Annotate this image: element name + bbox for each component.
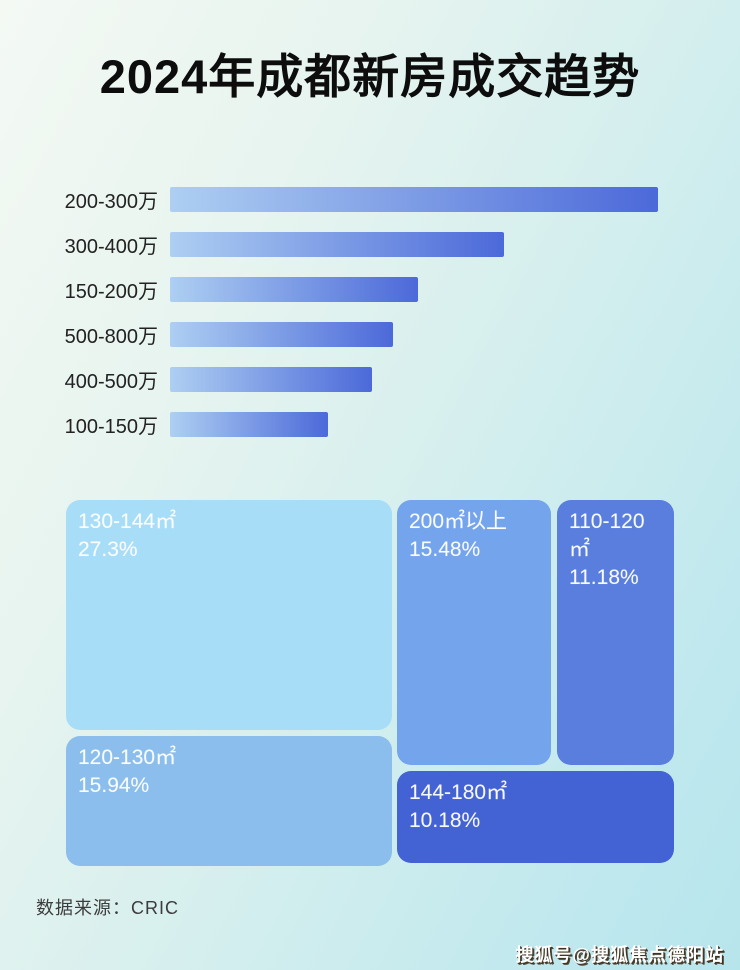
- watermark-label: 搜狐号@搜狐焦点德阳站: [515, 945, 724, 965]
- bar-fill: [170, 322, 394, 347]
- tile-label: 130-144㎡: [78, 510, 177, 533]
- bar-track: [170, 187, 658, 212]
- tile-value: 27.3%: [78, 538, 138, 561]
- bar-track: [170, 367, 658, 392]
- bar-label: 200-300万: [64, 191, 158, 213]
- bar-track: [170, 232, 658, 257]
- page-title: 2024年成都新房成交趋势: [99, 50, 641, 103]
- bar-track: [170, 322, 658, 347]
- treemap-tile-120-130: 120-130㎡ 15.94%: [66, 736, 392, 866]
- bar-fill: [170, 367, 373, 392]
- tile-label: 110-120㎡: [569, 510, 645, 561]
- treemap-tile-130-144: 130-144㎡ 27.3%: [66, 500, 392, 730]
- bar-row: 400-500万: [0, 357, 740, 402]
- bar-fill: [170, 232, 504, 257]
- bar-label: 500-800万: [64, 326, 158, 348]
- bar-row: 200-300万: [0, 177, 740, 222]
- bar-row: 500-800万: [0, 312, 740, 357]
- tile-value: 15.48%: [409, 538, 481, 561]
- bar-row: 300-400万: [0, 222, 740, 267]
- bar-label: 300-400万: [64, 236, 158, 258]
- tile-value: 10.18%: [409, 809, 481, 832]
- bar-label: 150-200万: [64, 281, 158, 303]
- bar-label: 100-150万: [64, 416, 158, 438]
- tile-label: 144-180㎡: [409, 781, 508, 804]
- treemap-tile-110-120: 110-120㎡ 11.18%: [557, 500, 674, 765]
- tile-value: 15.94%: [78, 774, 150, 797]
- bar-track: [170, 277, 658, 302]
- data-source-label: 数据来源：CRIC: [36, 898, 179, 918]
- bar-fill: [170, 187, 658, 212]
- bar-fill: [170, 412, 329, 437]
- treemap-tile-144-180: 144-180㎡ 10.18%: [397, 771, 674, 863]
- bar-row: 150-200万: [0, 267, 740, 312]
- bar-label: 400-500万: [64, 371, 158, 393]
- tile-label: 120-130㎡: [78, 746, 177, 769]
- area-share-treemap: 130-144㎡ 27.3% 120-130㎡ 15.94% 200㎡以上 15…: [66, 500, 674, 866]
- bar-row: 100-150万: [0, 402, 740, 447]
- tile-value: 11.18%: [569, 566, 639, 589]
- treemap-tile-200-plus: 200㎡以上 15.48%: [397, 500, 551, 765]
- price-range-bar-chart: 200-300万 300-400万 150-200万 500-800万 400-…: [0, 177, 740, 447]
- bar-fill: [170, 277, 418, 302]
- tile-label: 200㎡以上: [409, 510, 508, 533]
- bar-track: [170, 412, 658, 437]
